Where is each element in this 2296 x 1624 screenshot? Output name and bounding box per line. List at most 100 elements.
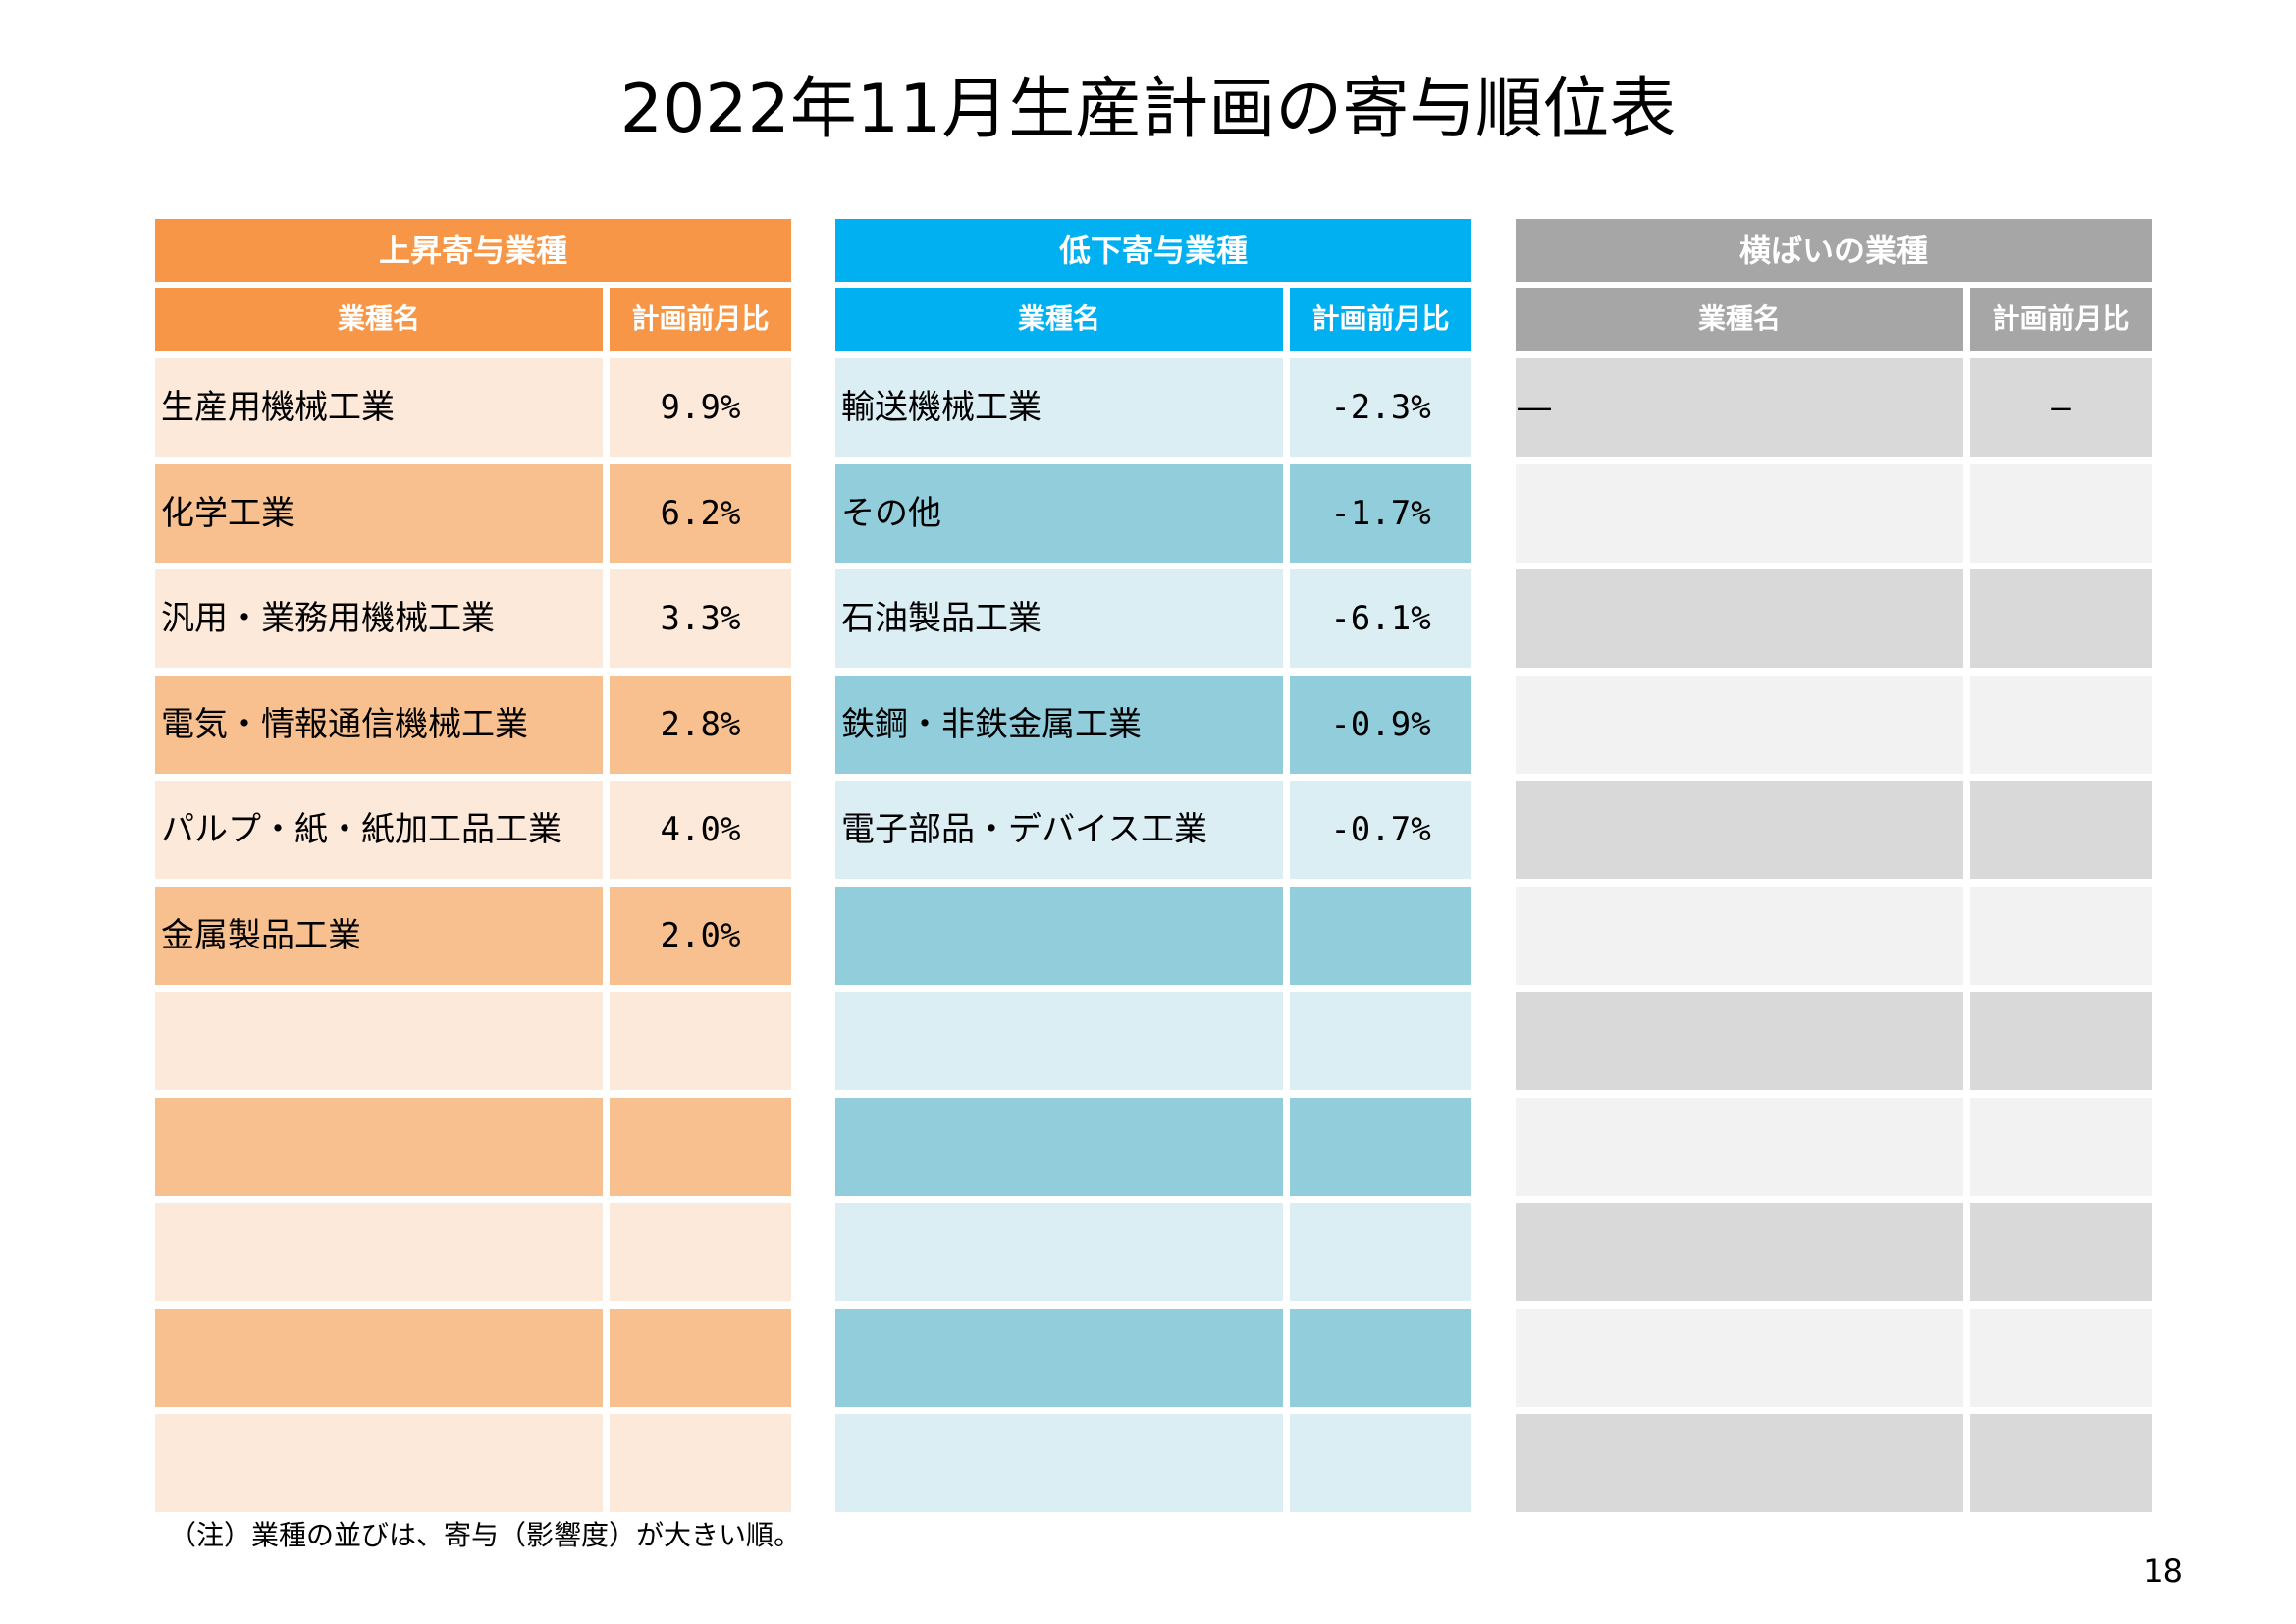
industry-name-cell (1516, 1097, 1963, 1196)
industry-name-cell (835, 1097, 1283, 1196)
mom-ratio-cell: -1.7% (1290, 463, 1471, 563)
industry-name-cell: 鉄鋼・非鉄金属工業 (835, 675, 1283, 774)
mom-ratio-cell (1970, 1308, 2152, 1407)
table-row (1516, 675, 2152, 774)
industry-name-cell (155, 992, 603, 1090)
industry-name-cell (1516, 1308, 1963, 1407)
industry-name-cell (1516, 569, 1963, 668)
mom-ratio-cell (610, 1308, 791, 1407)
mom-ratio-cell: 3.3% (610, 569, 791, 668)
table-row (1516, 569, 2152, 668)
industry-name-cell (1516, 781, 1963, 879)
table-row (1516, 992, 2152, 1090)
industry-name-cell (835, 1414, 1283, 1512)
table-row (1516, 1097, 2152, 1196)
table-row: 電気・情報通信機械工業 2.8% (155, 675, 791, 774)
falling-contribution-table: 低下寄与業種 業種名 計画前月比 輸送機械工業 -2.3% その他 -1.7% 石油製品… (835, 219, 1471, 1520)
mom-ratio-cell: 2.8% (610, 675, 791, 774)
mom-ratio-cell (1970, 781, 2152, 879)
mom-ratio-cell (610, 1097, 791, 1196)
table-row: 鉄鋼・非鉄金属工業 -0.9% (835, 675, 1471, 774)
mom-ratio-cell: 6.2% (610, 463, 791, 563)
table-row: 生産用機械工業 9.9% (155, 358, 791, 457)
table-group-header: 低下寄与業種 (835, 219, 1471, 282)
table-body: ― ― (1516, 358, 2152, 1512)
column-header-mom-ratio: 計画前月比 (610, 288, 791, 351)
mom-ratio-cell (1290, 1414, 1471, 1512)
mom-ratio-cell (1290, 1308, 1471, 1407)
mom-ratio-cell (610, 1203, 791, 1301)
table-group-header: 上昇寄与業種 (155, 219, 791, 282)
mom-ratio-cell (1970, 463, 2152, 563)
mom-ratio-cell: 9.9% (610, 358, 791, 457)
page-number: 18 (2143, 1552, 2183, 1590)
industry-name-cell: 電気・情報通信機械工業 (155, 675, 603, 774)
rising-contribution-table: 上昇寄与業種 業種名 計画前月比 生産用機械工業 9.9% 化学工業 6.2% 汎用・業… (155, 219, 791, 1520)
table-column-headers: 業種名 計画前月比 (1516, 288, 2152, 351)
table-row (835, 992, 1471, 1090)
mom-ratio-cell: -0.7% (1290, 781, 1471, 879)
table-row (155, 1308, 791, 1407)
mom-ratio-cell: -6.1% (1290, 569, 1471, 668)
table-row (835, 1097, 1471, 1196)
industry-name-cell (835, 1308, 1283, 1407)
table-row (155, 1097, 791, 1196)
mom-ratio-cell: -2.3% (1290, 358, 1471, 457)
industry-name-cell (835, 886, 1283, 985)
column-header-industry: 業種名 (155, 288, 603, 351)
mom-ratio-cell (1290, 886, 1471, 985)
table-row (1516, 1203, 2152, 1301)
table-row: 電子部品・デバイス工業 -0.7% (835, 781, 1471, 879)
industry-name-cell (835, 1203, 1283, 1301)
table-row: パルプ・紙・紙加工品工業 4.0% (155, 781, 791, 879)
industry-name-cell (155, 1203, 603, 1301)
industry-name-cell (1516, 1203, 1963, 1301)
mom-ratio-cell: ― (1970, 358, 2152, 457)
table-row (835, 1414, 1471, 1512)
industry-name-cell (1516, 675, 1963, 774)
mom-ratio-cell (610, 992, 791, 1090)
industry-name-cell: 生産用機械工業 (155, 358, 603, 457)
table-row: 石油製品工業 -6.1% (835, 569, 1471, 668)
table-row (1516, 1414, 2152, 1512)
table-row: 金属製品工業 2.0% (155, 886, 791, 985)
industry-name-cell: ― (1516, 358, 1963, 457)
mom-ratio-cell (1970, 569, 2152, 668)
industry-name-cell: 電子部品・デバイス工業 (835, 781, 1283, 879)
table-row (835, 1308, 1471, 1407)
column-header-mom-ratio: 計画前月比 (1970, 288, 2152, 351)
mom-ratio-cell (1970, 1203, 2152, 1301)
page-title: 2022年11月生産計画の寄与順位表 (619, 71, 1677, 148)
table-row (1516, 463, 2152, 563)
table-group-header: 横ばいの業種 (1516, 219, 2152, 282)
industry-name-cell (155, 1414, 603, 1512)
table-row (1516, 1308, 2152, 1407)
table-row (1516, 886, 2152, 985)
mom-ratio-cell (1970, 1097, 2152, 1196)
industry-name-cell: その他 (835, 463, 1283, 563)
column-header-industry: 業種名 (835, 288, 1283, 351)
table-row: その他 -1.7% (835, 463, 1471, 563)
table-row (155, 1414, 791, 1512)
mom-ratio-cell (1970, 992, 2152, 1090)
flat-industry-table: 横ばいの業種 業種名 計画前月比 ― ― (1516, 219, 2152, 1520)
industry-name-cell: 汎用・業務用機械工業 (155, 569, 603, 668)
mom-ratio-cell (610, 1414, 791, 1512)
footnote: （注）業種の並びは、寄与（影響度）が大きい順。 (169, 1519, 802, 1551)
industry-name-cell (1516, 1414, 1963, 1512)
table-body: 輸送機械工業 -2.3% その他 -1.7% 石油製品工業 -6.1% 鉄鋼・非鉄金属工業 -… (835, 358, 1471, 1512)
industry-name-cell: パルプ・紙・紙加工品工業 (155, 781, 603, 879)
mom-ratio-cell (1290, 1203, 1471, 1301)
industry-name-cell (835, 992, 1283, 1090)
mom-ratio-cell (1290, 1097, 1471, 1196)
table-row: ― ― (1516, 358, 2152, 457)
mom-ratio-cell (1970, 1414, 2152, 1512)
industry-name-cell (1516, 992, 1963, 1090)
mom-ratio-cell: 4.0% (610, 781, 791, 879)
table-row (835, 886, 1471, 985)
table-row: 汎用・業務用機械工業 3.3% (155, 569, 791, 668)
industry-name-cell: 石油製品工業 (835, 569, 1283, 668)
mom-ratio-cell (1970, 675, 2152, 774)
column-header-mom-ratio: 計画前月比 (1290, 288, 1471, 351)
table-row (835, 1203, 1471, 1301)
